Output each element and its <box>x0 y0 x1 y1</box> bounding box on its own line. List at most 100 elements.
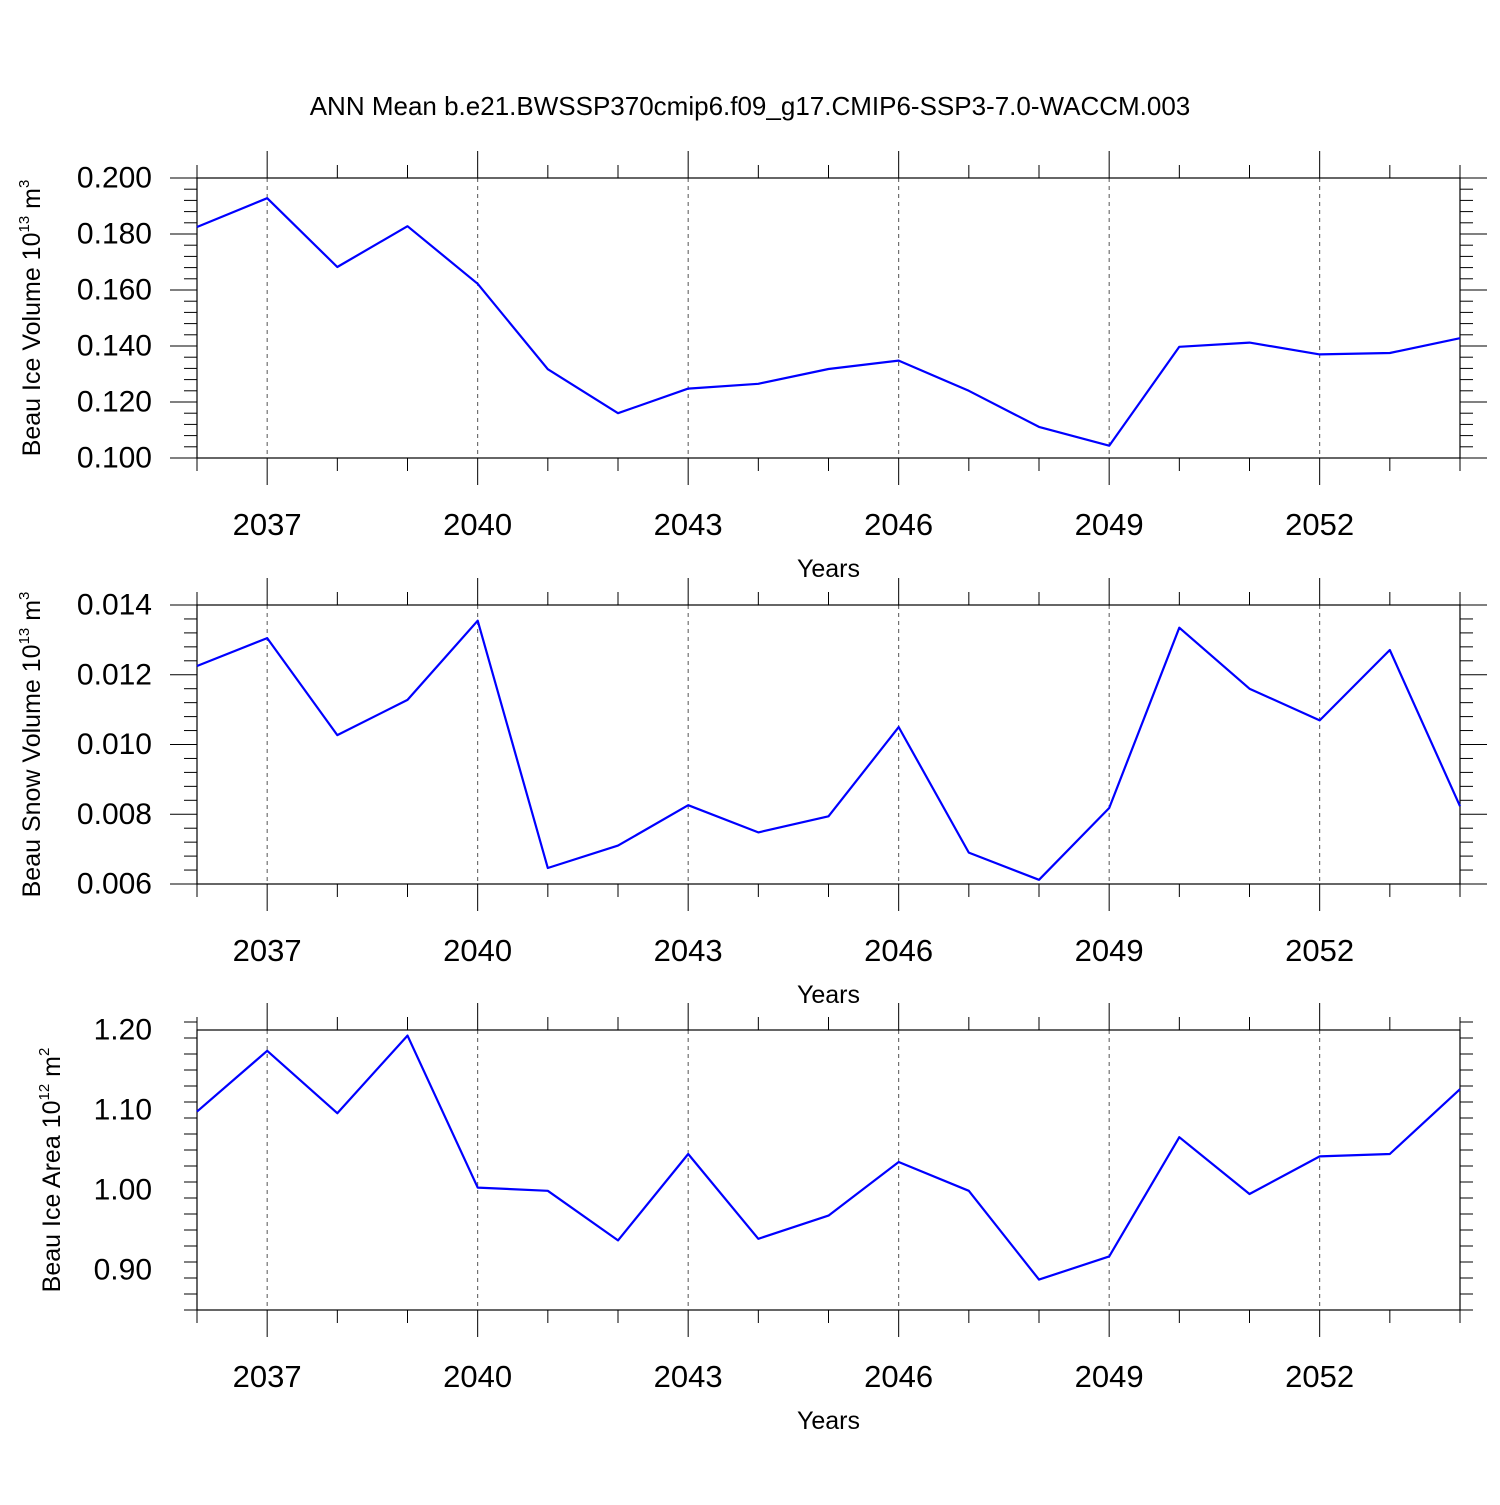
data-point <box>406 698 410 702</box>
data-point <box>1177 626 1181 630</box>
data-point <box>756 382 760 386</box>
data-point <box>616 1238 620 1242</box>
data-point <box>1458 336 1462 340</box>
y-tick-label: 0.014 <box>77 589 152 622</box>
data-point <box>686 387 690 391</box>
data-point <box>195 1110 199 1114</box>
data-point <box>195 664 199 668</box>
data-point <box>967 1189 971 1193</box>
data-point <box>1107 1254 1111 1258</box>
y-tick-label: 1.20 <box>94 1014 152 1047</box>
x-tick-label: 2049 <box>1075 1359 1144 1394</box>
data-point <box>1107 444 1111 448</box>
y-tick-label: 0.140 <box>77 330 152 363</box>
series-line <box>196 1034 1461 1281</box>
data-point <box>1388 648 1392 652</box>
y-tick-label: 0.100 <box>77 442 152 475</box>
data-point <box>1037 425 1041 429</box>
y-axis-label: Beau Ice Volume 1013 m3 <box>16 180 46 457</box>
data-point <box>827 367 831 371</box>
x-tick-label: 2049 <box>1075 507 1144 542</box>
data-point <box>827 1214 831 1218</box>
x-axis-label: Years <box>797 1407 860 1435</box>
data-point <box>967 389 971 393</box>
data-point <box>1318 718 1322 722</box>
series-line <box>196 197 1461 447</box>
x-axis-label: Years <box>797 981 860 1009</box>
x-tick-label: 2049 <box>1075 933 1144 968</box>
data-point <box>1458 1087 1462 1091</box>
data-point <box>897 359 901 363</box>
data-point <box>1177 345 1181 349</box>
x-tick-label: 2040 <box>443 933 512 968</box>
data-point <box>265 1049 269 1053</box>
data-point <box>1248 1192 1252 1196</box>
x-tick-label: 2037 <box>233 1359 302 1394</box>
y-tick-label: 0.90 <box>94 1254 152 1287</box>
data-point <box>1037 878 1041 882</box>
panel-1: 0.100 0.120 0.140 0.160 0.180 0.200 2037 2040 20… <box>16 151 1487 583</box>
plot-frame <box>196 177 1461 459</box>
data-point <box>335 265 339 269</box>
data-point <box>476 1186 480 1190</box>
data-point <box>967 851 971 855</box>
data-point <box>897 1160 901 1164</box>
plot-frame <box>196 1029 1461 1311</box>
y-axis-label: Beau Snow Volume 1013 m3 <box>16 592 46 898</box>
x-tick-label: 2052 <box>1285 507 1354 542</box>
data-point <box>546 1189 550 1193</box>
data-point <box>616 844 620 848</box>
data-point <box>476 619 480 623</box>
x-tick-label: 2037 <box>233 933 302 968</box>
data-point <box>1037 1278 1041 1282</box>
data-point <box>195 225 199 229</box>
y-tick-label: 0.012 <box>77 658 152 691</box>
y-tick-label: 0.160 <box>77 274 152 307</box>
y-tick-label: 0.008 <box>77 798 152 831</box>
data-point <box>265 196 269 200</box>
data-point <box>616 411 620 415</box>
data-point <box>897 725 901 729</box>
data-point <box>756 1237 760 1241</box>
data-point <box>686 1152 690 1156</box>
data-point <box>335 733 339 737</box>
data-point <box>335 1111 339 1115</box>
x-tick-label: 2040 <box>443 1359 512 1394</box>
data-point <box>1107 806 1111 810</box>
data-point <box>1458 804 1462 808</box>
series-line <box>196 619 1462 881</box>
data-point <box>406 224 410 228</box>
x-tick-label: 2046 <box>864 933 933 968</box>
data-point <box>1248 687 1252 691</box>
y-tick-label: 0.120 <box>77 386 152 419</box>
x-axis-label: Years <box>797 555 860 583</box>
x-tick-label: 2040 <box>443 507 512 542</box>
x-tick-label: 2052 <box>1285 933 1354 968</box>
data-point <box>1388 351 1392 355</box>
y-tick-label: 0.180 <box>77 218 152 251</box>
x-tick-label: 2043 <box>654 507 723 542</box>
x-tick-label: 2043 <box>654 1359 723 1394</box>
y-tick-label: 0.200 <box>77 162 152 195</box>
x-tick-label: 2046 <box>864 1359 933 1394</box>
data-point <box>756 830 760 834</box>
y-tick-label: 1.00 <box>94 1174 152 1207</box>
data-point <box>1388 1152 1392 1156</box>
y-tick-label: 0.010 <box>77 728 152 761</box>
data-point <box>827 814 831 818</box>
panel-3: 0.90 1.00 1.10 1.20 2037 2040 2043 2046 2049 2052… <box>36 1003 1473 1435</box>
x-tick-label: 2052 <box>1285 1359 1354 1394</box>
data-point <box>686 803 690 807</box>
data-point <box>1318 352 1322 356</box>
data-point <box>1248 341 1252 345</box>
data-point <box>1177 1135 1181 1139</box>
chart-title: ANN Mean b.e21.BWSSP370cmip6.f09_g17.CMI… <box>310 91 1191 121</box>
panel-2: 0.006 0.008 0.010 0.012 0.014 2037 2040 2043 204… <box>16 578 1487 1009</box>
data-point <box>1318 1154 1322 1158</box>
data-point <box>476 282 480 286</box>
data-point <box>265 636 269 640</box>
x-tick-label: 2037 <box>233 507 302 542</box>
y-tick-label: 0.006 <box>77 868 152 901</box>
data-point <box>546 866 550 870</box>
